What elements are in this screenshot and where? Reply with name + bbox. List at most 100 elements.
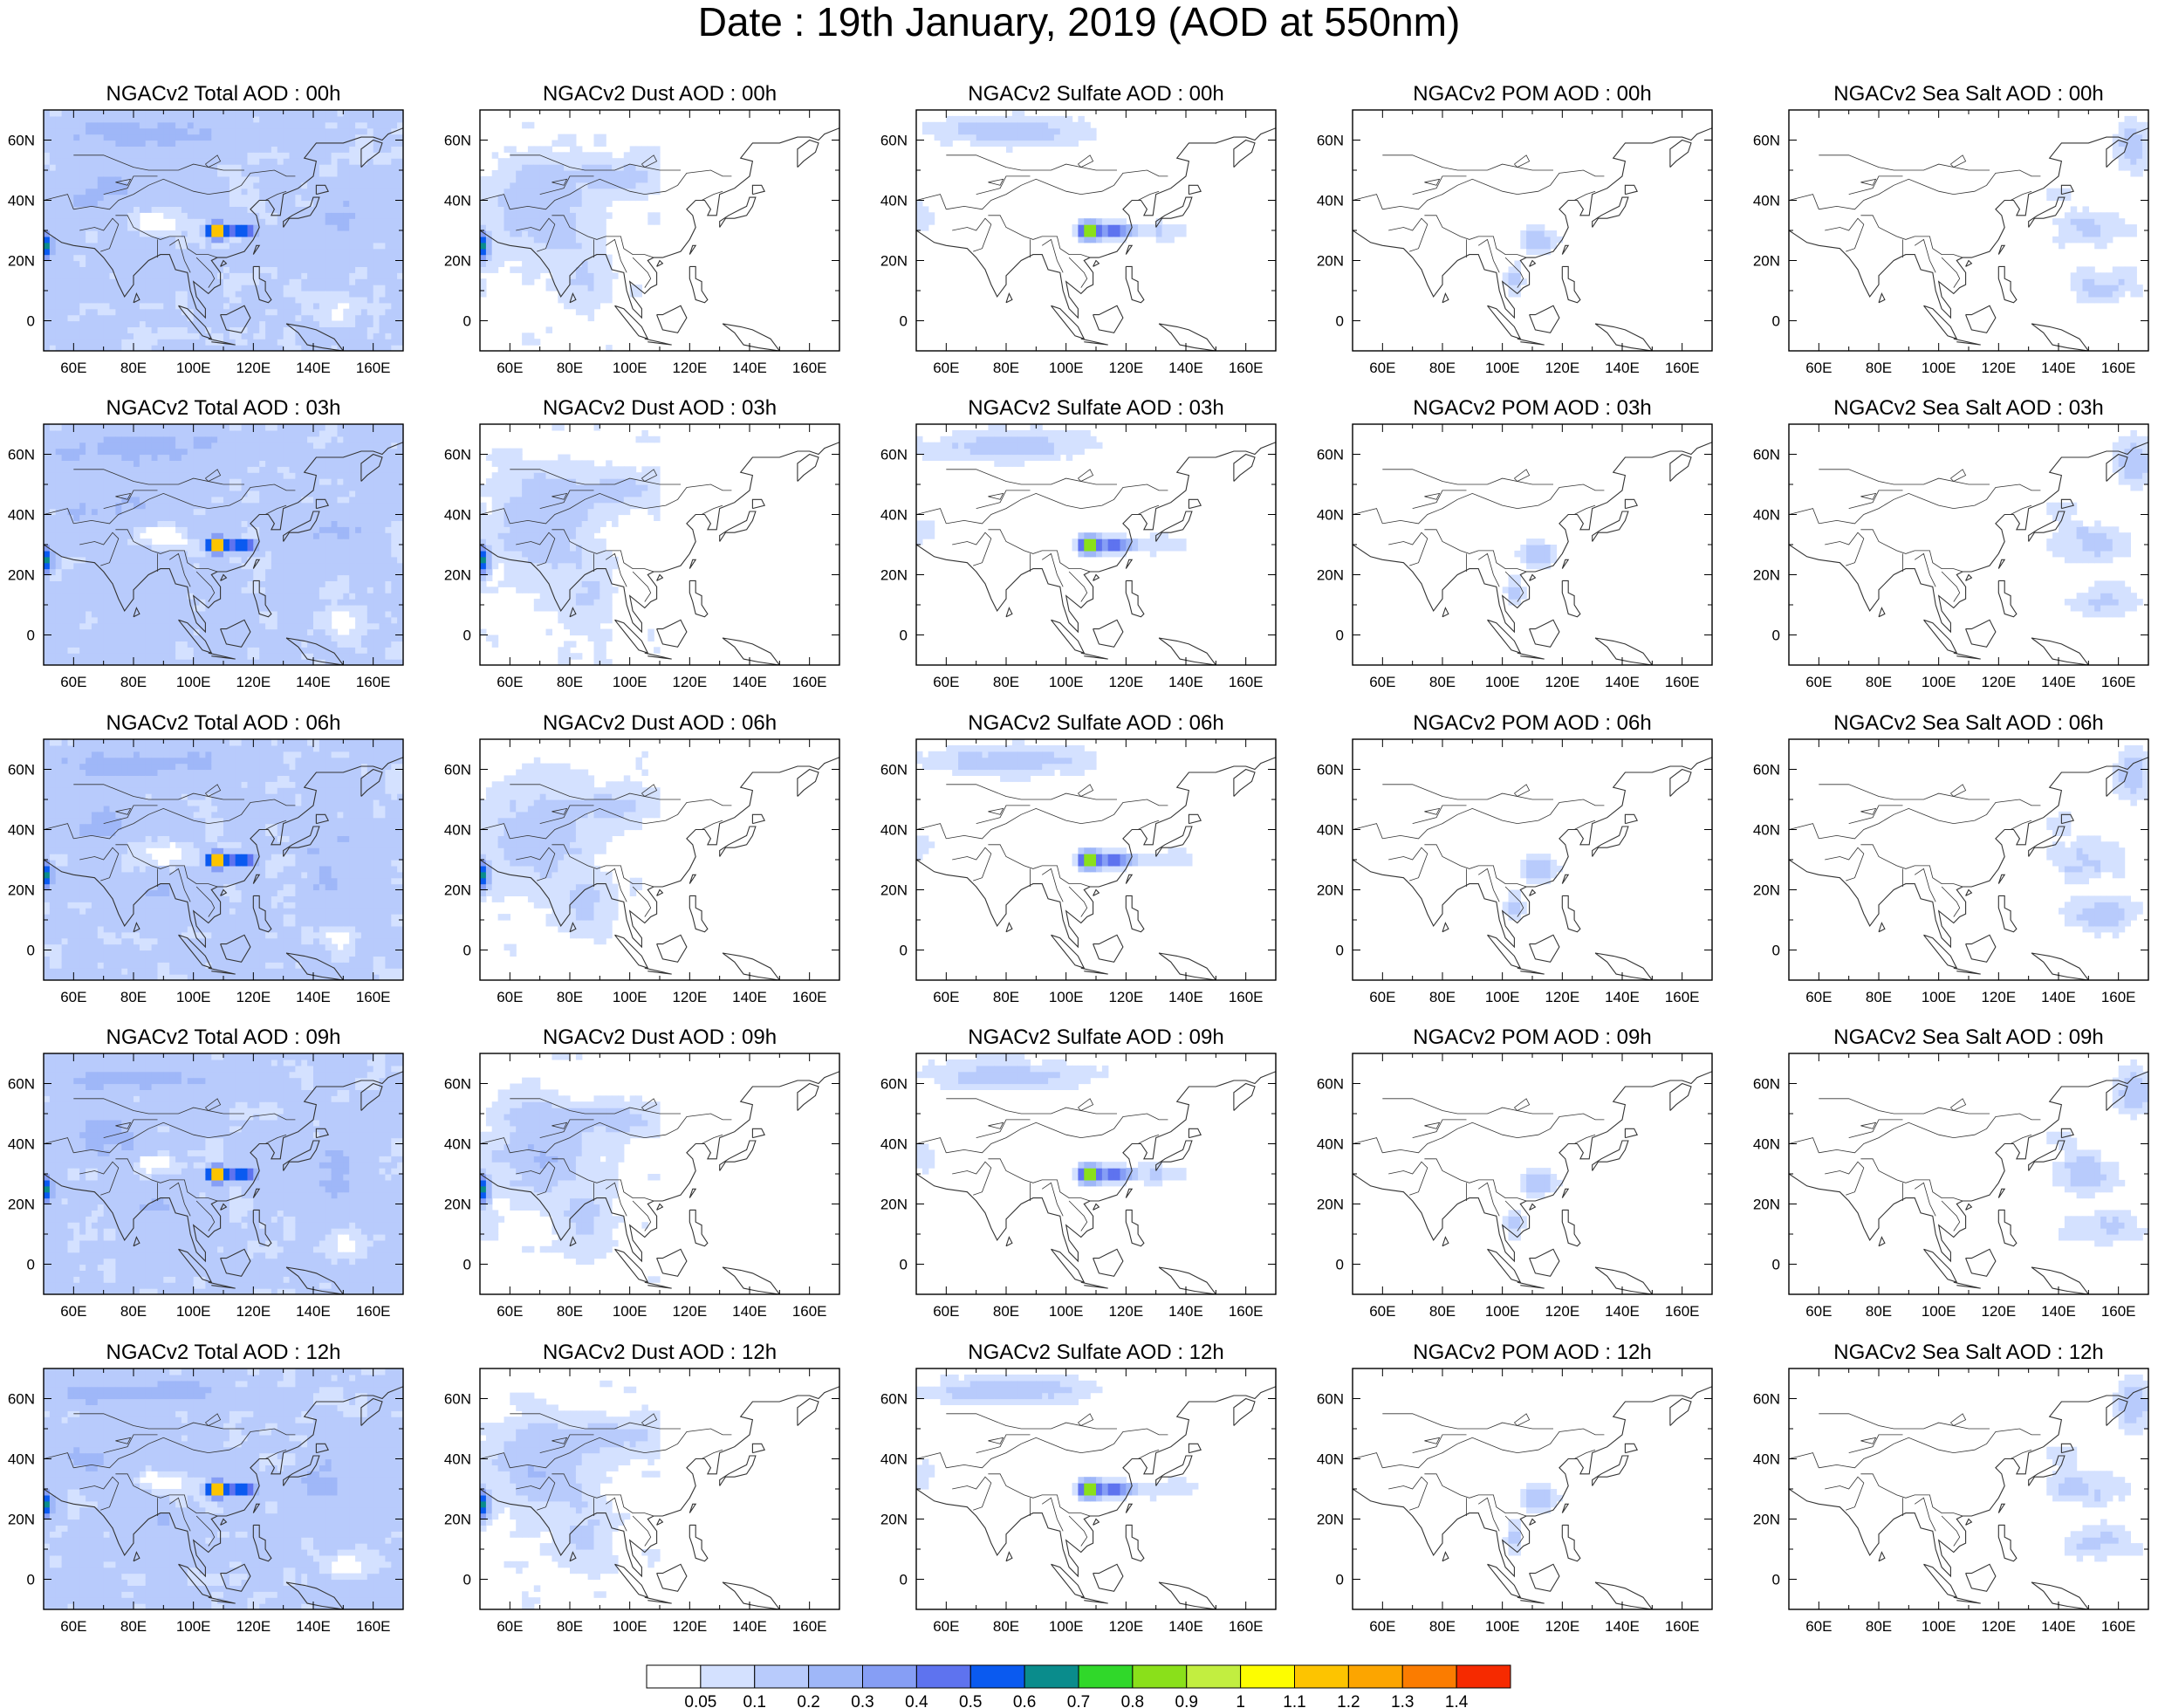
aod-cell bbox=[181, 272, 188, 279]
aod-cell bbox=[86, 218, 92, 225]
aod-cell bbox=[193, 580, 201, 587]
aod-cell bbox=[337, 248, 344, 256]
aod-cell bbox=[2094, 291, 2101, 298]
aod-cell bbox=[1036, 140, 1043, 147]
aod-cell bbox=[67, 460, 74, 467]
aod-cell bbox=[91, 448, 99, 456]
aod-cell bbox=[599, 206, 606, 213]
aod-cell bbox=[654, 212, 661, 219]
aod-cell bbox=[283, 127, 291, 135]
aod-cell bbox=[163, 568, 170, 576]
aod-cell bbox=[91, 586, 99, 593]
aod-cell bbox=[169, 242, 176, 250]
aod-cell bbox=[109, 127, 116, 135]
aod-cell bbox=[570, 254, 577, 262]
aod-cell bbox=[349, 134, 356, 141]
aod-cell bbox=[331, 146, 339, 153]
aod-cell bbox=[2142, 134, 2148, 141]
aod-cell bbox=[2124, 127, 2131, 135]
aod-cell bbox=[121, 424, 128, 431]
aod-cell bbox=[629, 188, 637, 195]
aod-cell bbox=[235, 291, 243, 298]
aod-cell bbox=[558, 206, 565, 213]
aod-cell bbox=[67, 538, 74, 545]
aod-cell bbox=[127, 182, 134, 189]
aod-cell bbox=[223, 345, 230, 351]
aod-cell bbox=[485, 230, 493, 237]
aod-cell bbox=[86, 206, 92, 213]
aod-cell bbox=[109, 164, 116, 171]
aod-cell bbox=[360, 333, 368, 340]
aod-cell bbox=[253, 302, 260, 310]
aod-cell bbox=[217, 242, 224, 250]
aod-cell bbox=[181, 454, 188, 461]
aod-cell bbox=[79, 146, 86, 153]
aod-cell bbox=[241, 212, 249, 219]
aod-cell bbox=[223, 599, 230, 606]
aod-cell bbox=[241, 188, 249, 195]
aod-cell bbox=[67, 320, 74, 327]
aod-cell bbox=[193, 605, 201, 612]
aod-cell bbox=[97, 605, 105, 612]
aod-cell bbox=[127, 224, 134, 231]
aod-cell bbox=[145, 424, 153, 431]
aod-cell bbox=[564, 182, 571, 189]
aod-cell bbox=[229, 333, 236, 340]
aod-cell bbox=[205, 496, 212, 504]
aod-cell bbox=[175, 593, 182, 600]
aod-cell bbox=[367, 248, 374, 256]
aod-cell bbox=[1143, 230, 1151, 237]
x-tick-label: 60E bbox=[60, 360, 86, 376]
aod-cell bbox=[397, 339, 403, 346]
aod-cell bbox=[969, 134, 977, 141]
aod-cell bbox=[2100, 212, 2107, 219]
aod-cell bbox=[134, 308, 140, 316]
aod-cell bbox=[283, 248, 291, 256]
map-outline bbox=[632, 257, 652, 288]
aod-cell bbox=[1011, 140, 1019, 147]
aod-cell bbox=[545, 248, 552, 256]
aod-cell bbox=[575, 170, 583, 177]
aod-cell bbox=[175, 568, 182, 576]
aod-cell bbox=[121, 472, 128, 479]
aod-cell bbox=[217, 110, 224, 117]
aod-cell bbox=[49, 175, 57, 183]
aod-cell bbox=[253, 164, 260, 171]
aod-cell bbox=[2070, 272, 2078, 279]
aod-cell bbox=[134, 424, 140, 431]
aod-cell bbox=[564, 164, 571, 171]
aod-cell bbox=[86, 110, 92, 117]
aod-cell bbox=[385, 242, 392, 250]
aod-cell bbox=[115, 272, 122, 279]
aod-cell bbox=[193, 115, 201, 123]
aod-cell bbox=[1113, 218, 1121, 225]
aod-cell bbox=[49, 622, 57, 630]
aod-cell bbox=[635, 152, 642, 159]
aod-cell bbox=[49, 568, 57, 576]
aod-cell bbox=[145, 634, 153, 641]
aod-cell bbox=[391, 242, 398, 250]
aod-cell bbox=[205, 550, 212, 558]
aod-cell bbox=[193, 146, 201, 153]
aod-cell bbox=[510, 254, 517, 262]
aod-cell bbox=[109, 278, 116, 285]
aod-cell bbox=[175, 224, 182, 231]
aod-cell bbox=[97, 206, 105, 213]
aod-cell bbox=[2118, 266, 2126, 273]
aod-cell bbox=[134, 242, 140, 250]
aod-cell bbox=[127, 272, 134, 279]
aod-cell bbox=[241, 242, 249, 250]
aod-cell bbox=[504, 212, 510, 219]
aod-cell bbox=[49, 152, 57, 159]
aod-cell bbox=[49, 616, 57, 624]
aod-cell bbox=[127, 442, 134, 449]
aod-cell bbox=[163, 320, 170, 327]
aod-cell bbox=[385, 326, 392, 333]
aod-cell bbox=[527, 206, 535, 213]
aod-cell bbox=[575, 218, 583, 225]
aod-cell bbox=[61, 194, 69, 202]
aod-cell bbox=[331, 326, 339, 333]
aod-cell bbox=[343, 152, 350, 159]
aod-cell bbox=[1036, 115, 1043, 123]
aod-cell bbox=[205, 659, 212, 665]
